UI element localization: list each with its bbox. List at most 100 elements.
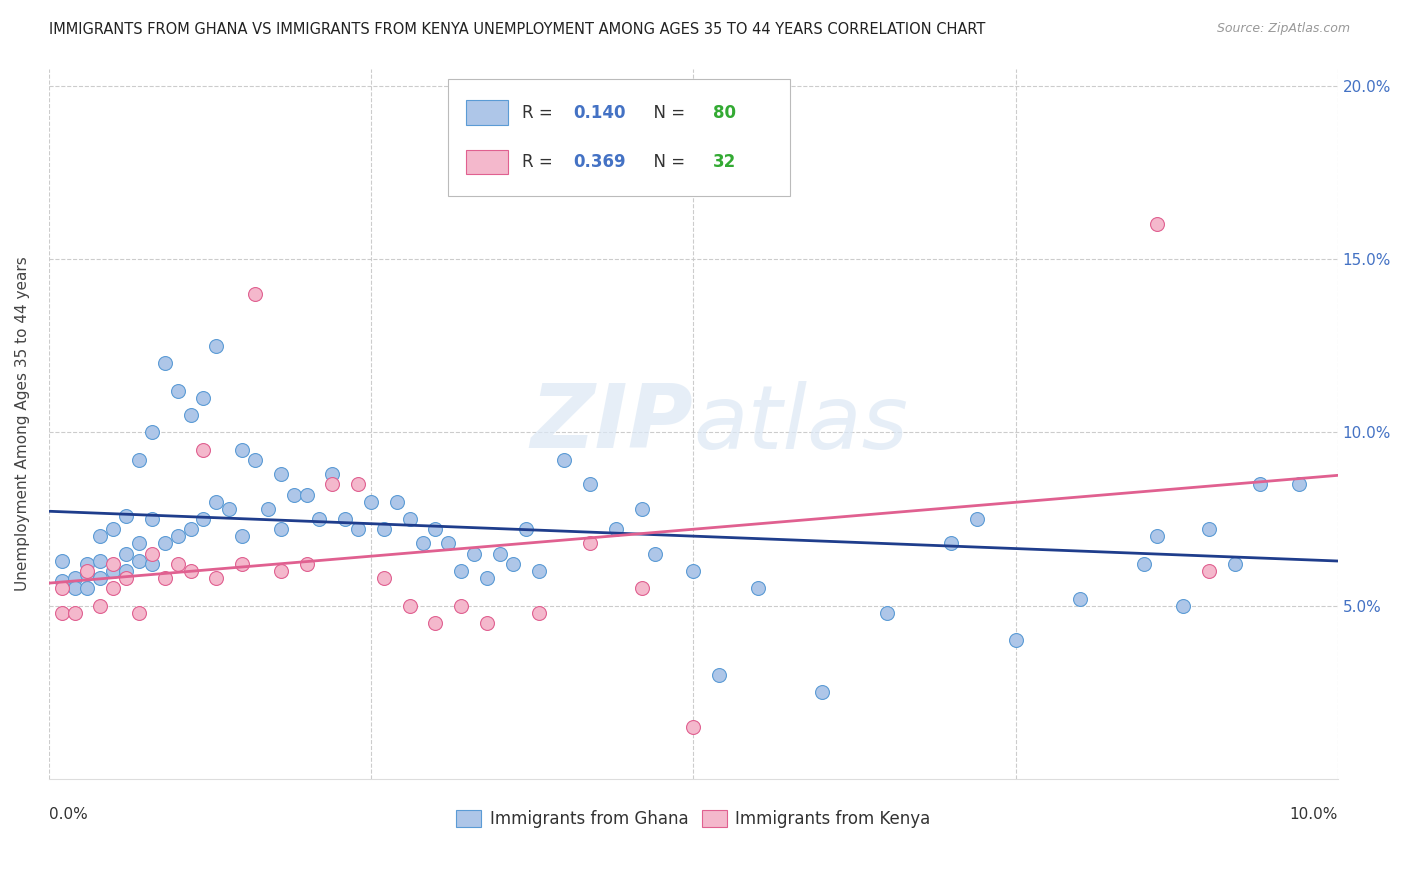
Point bbox=[205, 339, 228, 353]
Point bbox=[153, 356, 176, 370]
Point bbox=[707, 668, 730, 682]
Text: IMMIGRANTS FROM GHANA VS IMMIGRANTS FROM KENYA UNEMPLOYMENT AMONG AGES 35 TO 44 : IMMIGRANTS FROM GHANA VS IMMIGRANTS FROM… bbox=[49, 22, 986, 37]
Point bbox=[450, 599, 472, 613]
Point bbox=[579, 536, 602, 550]
Point bbox=[425, 615, 447, 630]
Text: 0.0%: 0.0% bbox=[49, 807, 87, 822]
Point bbox=[527, 564, 550, 578]
Point bbox=[1146, 529, 1168, 543]
Point bbox=[89, 599, 111, 613]
Point bbox=[51, 606, 73, 620]
Point bbox=[115, 508, 138, 523]
Point bbox=[682, 564, 704, 578]
Point bbox=[1288, 477, 1310, 491]
Point bbox=[166, 557, 188, 571]
Point bbox=[270, 564, 292, 578]
Point bbox=[1198, 564, 1220, 578]
Point bbox=[515, 523, 537, 537]
Point bbox=[103, 582, 125, 596]
Point bbox=[141, 512, 163, 526]
Point bbox=[630, 501, 652, 516]
Point bbox=[385, 494, 408, 508]
Point bbox=[257, 501, 280, 516]
Point bbox=[321, 477, 343, 491]
Point bbox=[180, 523, 202, 537]
Point bbox=[128, 453, 150, 467]
Point bbox=[193, 512, 215, 526]
Point bbox=[141, 425, 163, 440]
Point bbox=[1004, 633, 1026, 648]
Point bbox=[193, 442, 215, 457]
Point bbox=[489, 547, 512, 561]
Point bbox=[308, 512, 330, 526]
Point bbox=[360, 494, 382, 508]
Point bbox=[115, 547, 138, 561]
Point bbox=[502, 557, 524, 571]
Point bbox=[437, 536, 460, 550]
Point bbox=[1198, 523, 1220, 537]
Text: 0.140: 0.140 bbox=[574, 103, 626, 121]
Point bbox=[218, 501, 240, 516]
Point bbox=[128, 606, 150, 620]
Point bbox=[644, 547, 666, 561]
Point bbox=[283, 488, 305, 502]
Point bbox=[682, 720, 704, 734]
Point bbox=[475, 615, 498, 630]
FancyBboxPatch shape bbox=[467, 101, 508, 125]
Point bbox=[180, 564, 202, 578]
Point bbox=[51, 553, 73, 567]
Point bbox=[450, 564, 472, 578]
Point bbox=[180, 408, 202, 422]
Point bbox=[398, 599, 420, 613]
Point bbox=[876, 606, 898, 620]
Point bbox=[270, 523, 292, 537]
Point bbox=[103, 523, 125, 537]
Point bbox=[153, 536, 176, 550]
Point bbox=[347, 523, 370, 537]
Point bbox=[205, 571, 228, 585]
Text: 80: 80 bbox=[713, 103, 735, 121]
Point bbox=[63, 606, 86, 620]
Point bbox=[425, 523, 447, 537]
Point bbox=[128, 536, 150, 550]
Point bbox=[76, 564, 98, 578]
Point bbox=[1133, 557, 1156, 571]
Point bbox=[141, 557, 163, 571]
FancyBboxPatch shape bbox=[467, 150, 508, 174]
Text: R =: R = bbox=[522, 103, 558, 121]
Point bbox=[128, 553, 150, 567]
FancyBboxPatch shape bbox=[449, 79, 790, 196]
Point bbox=[295, 488, 318, 502]
Point bbox=[76, 557, 98, 571]
Point bbox=[553, 165, 575, 179]
Point bbox=[166, 529, 188, 543]
Point bbox=[166, 384, 188, 398]
Point bbox=[579, 477, 602, 491]
Point bbox=[335, 512, 357, 526]
Text: 32: 32 bbox=[713, 153, 735, 171]
Point bbox=[51, 582, 73, 596]
Point bbox=[966, 512, 988, 526]
Point bbox=[811, 685, 834, 699]
Point bbox=[115, 571, 138, 585]
Point bbox=[89, 571, 111, 585]
Point bbox=[939, 536, 962, 550]
Point bbox=[231, 442, 253, 457]
Point bbox=[103, 557, 125, 571]
Text: 10.0%: 10.0% bbox=[1289, 807, 1337, 822]
Point bbox=[89, 529, 111, 543]
Text: Source: ZipAtlas.com: Source: ZipAtlas.com bbox=[1216, 22, 1350, 36]
Point bbox=[76, 582, 98, 596]
Point bbox=[205, 494, 228, 508]
Point bbox=[347, 477, 370, 491]
Y-axis label: Unemployment Among Ages 35 to 44 years: Unemployment Among Ages 35 to 44 years bbox=[15, 256, 30, 591]
Point bbox=[553, 453, 575, 467]
Point bbox=[193, 391, 215, 405]
Point bbox=[51, 574, 73, 589]
Point bbox=[1146, 218, 1168, 232]
Text: N =: N = bbox=[643, 153, 690, 171]
Point bbox=[141, 547, 163, 561]
Point bbox=[373, 523, 395, 537]
Point bbox=[398, 512, 420, 526]
Text: ZIP: ZIP bbox=[530, 380, 693, 467]
